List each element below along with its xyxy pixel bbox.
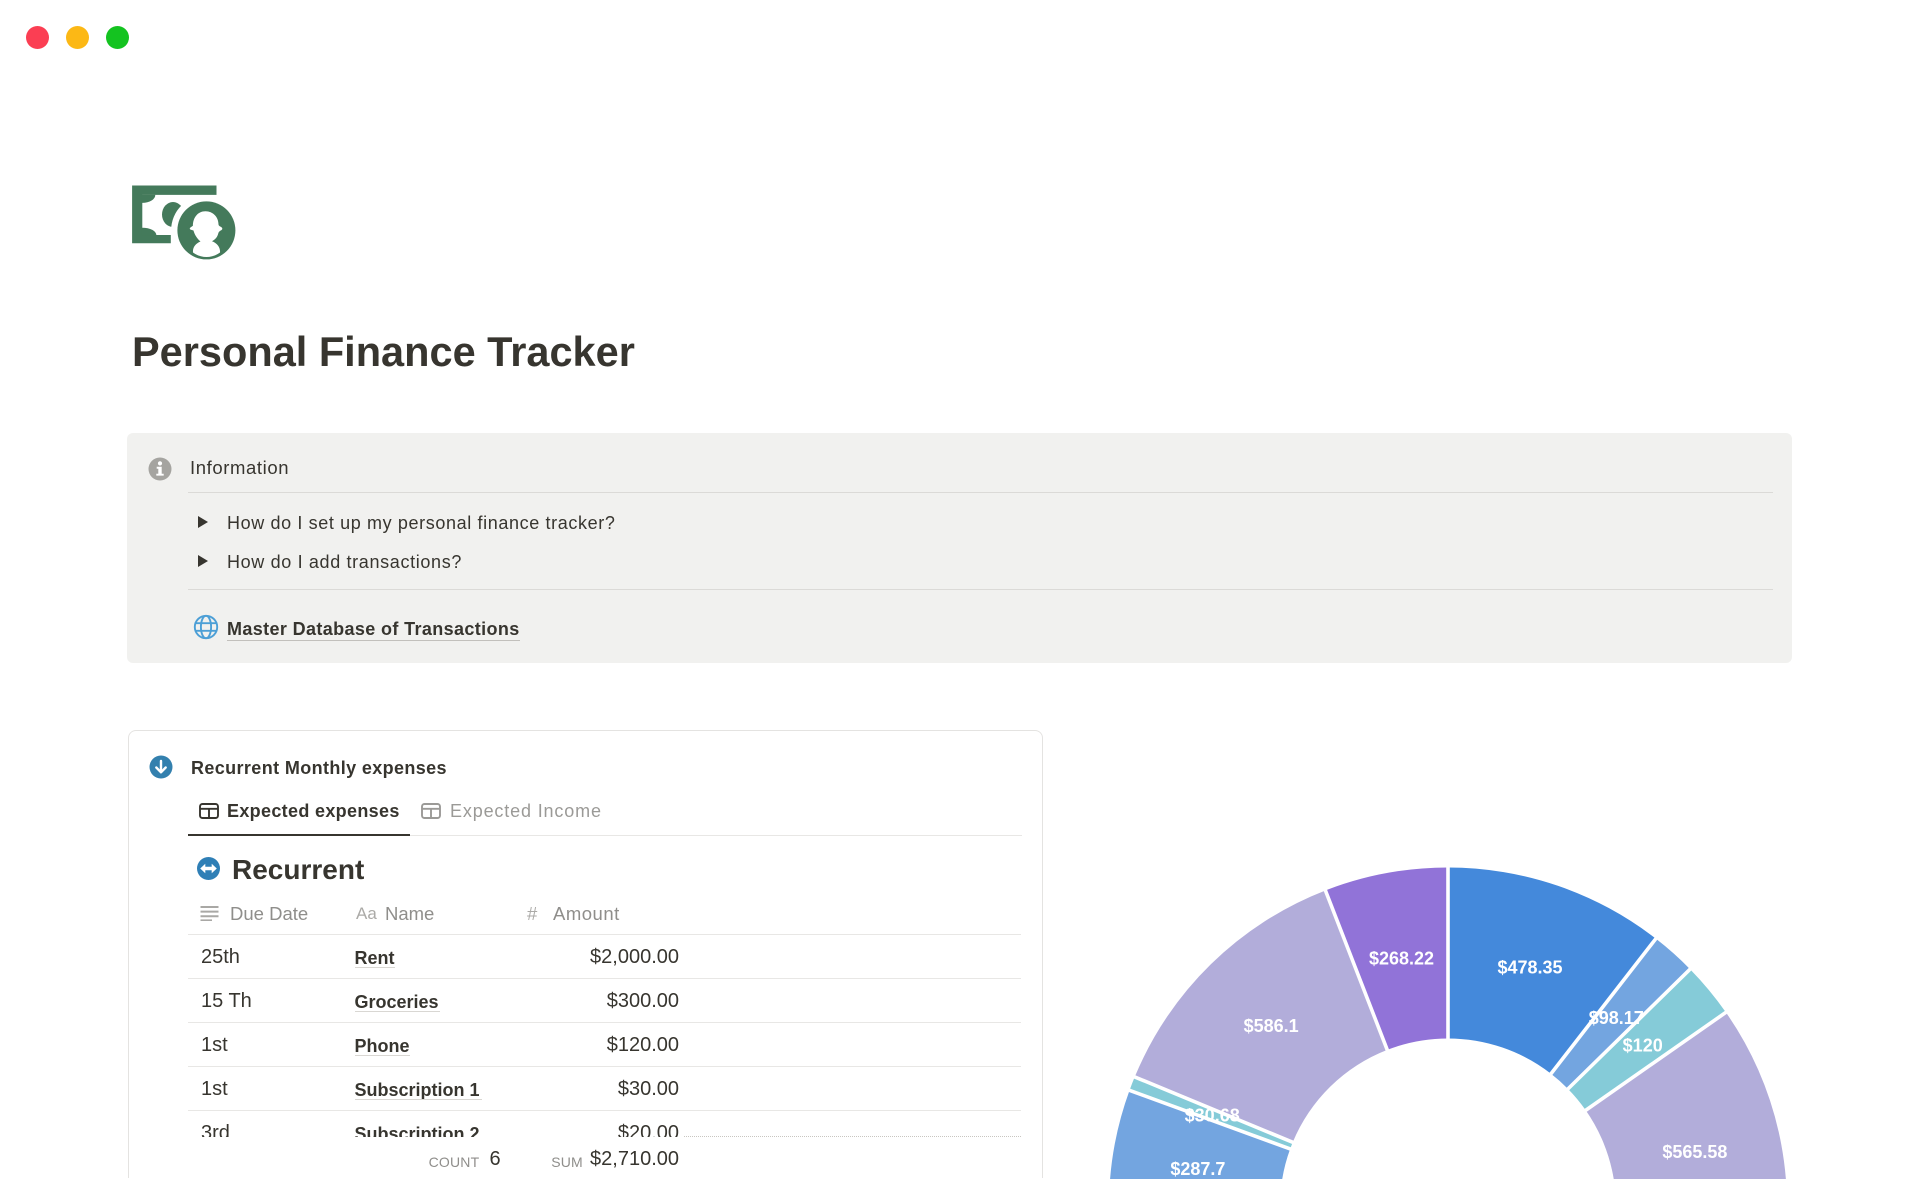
svg-text:$478.35: $478.35 — [1497, 958, 1562, 978]
svg-text:$268.22: $268.22 — [1369, 948, 1434, 968]
svg-text:$586.1: $586.1 — [1244, 1016, 1299, 1036]
svg-text:$120: $120 — [1623, 1035, 1663, 1055]
svg-text:$287.7: $287.7 — [1170, 1159, 1225, 1179]
svg-text:$30.68: $30.68 — [1185, 1105, 1240, 1125]
svg-text:$565.58: $565.58 — [1662, 1142, 1727, 1162]
svg-text:$98.17: $98.17 — [1589, 1008, 1644, 1028]
